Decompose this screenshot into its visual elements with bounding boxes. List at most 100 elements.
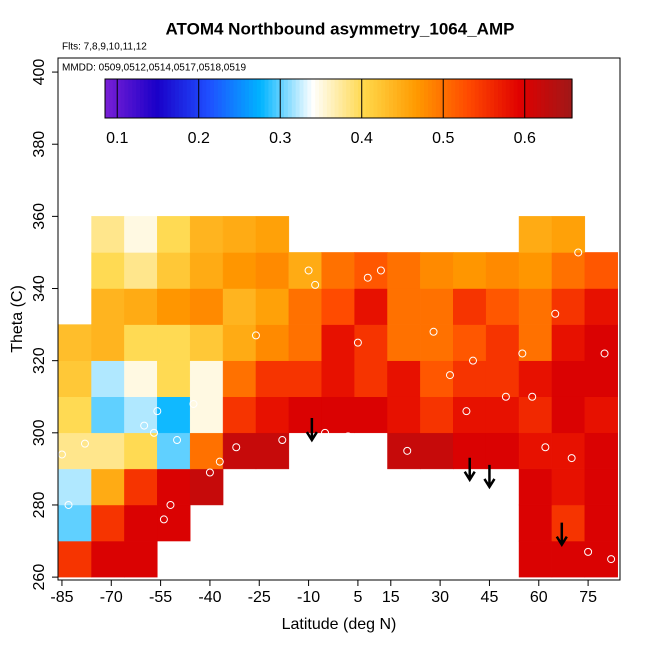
colorbar-slice [548, 79, 554, 118]
colorbar-slice [260, 79, 266, 118]
colorbar-slice [389, 79, 394, 118]
data-point [445, 371, 454, 380]
colorbar-slice [416, 79, 421, 118]
heat-cell [453, 288, 487, 325]
colorbar-slice [124, 79, 129, 118]
heat-cell [189, 360, 224, 397]
chart-title: ATOM4 Northbound asymmetry_1064_AMP [166, 19, 515, 38]
colorbar-slice [299, 79, 305, 118]
heat-cell [485, 324, 520, 361]
heat-cell [584, 432, 618, 470]
colorbar-tick-label: 0.4 [351, 130, 373, 147]
data-point [551, 309, 560, 318]
colorbar-slice [482, 79, 487, 118]
colorbar-slice [276, 79, 281, 118]
colorbar-slice [268, 79, 273, 118]
colorbar-slice [159, 79, 164, 118]
heat-cell [584, 540, 618, 578]
colorbar-slice [392, 79, 398, 118]
colorbar-slice [486, 79, 491, 118]
colorbar-slice [400, 79, 406, 118]
data-point [140, 421, 149, 430]
colorbar-slice [233, 79, 238, 118]
heat-cell [222, 288, 257, 325]
x-tick-label: -25 [248, 589, 271, 606]
heat-cell [255, 252, 290, 289]
data-point [518, 349, 527, 358]
heat-cell [255, 432, 290, 470]
data-point [528, 392, 537, 401]
heat-cell [157, 360, 191, 397]
heat-cell [91, 324, 125, 361]
y-tick-label: 260 [31, 564, 48, 591]
heat-cell [157, 396, 191, 434]
colorbar-slice [342, 79, 347, 118]
heat-cell [124, 288, 158, 325]
colorbar-slice [116, 79, 122, 118]
heat-cell [518, 288, 553, 325]
heat-cell [518, 504, 553, 542]
y-tick-label: 320 [31, 347, 48, 374]
heat-cell [222, 360, 257, 397]
data-point [501, 392, 510, 401]
x-tick-label: 45 [481, 589, 499, 606]
colorbar-slice [365, 79, 371, 118]
data-point [80, 439, 89, 448]
colorbar-slice [517, 79, 523, 118]
colorbar-slice [509, 79, 515, 118]
heat-cell [58, 504, 92, 542]
colorbar-slice [128, 79, 133, 118]
colorbar-slice [466, 79, 472, 118]
data-point [567, 454, 576, 463]
heat-cell [288, 324, 322, 361]
data-point [363, 273, 372, 282]
colorbar-slice [280, 79, 285, 118]
data-point [159, 515, 168, 524]
heat-cell [157, 288, 191, 325]
colorbar-slice [167, 79, 172, 118]
colorbar-slice [334, 79, 340, 118]
heat-cell [91, 504, 125, 542]
colorbar-slice [186, 79, 192, 118]
data-point [574, 248, 583, 257]
colorbar-slice [241, 79, 246, 118]
x-tick-label: 15 [382, 589, 400, 606]
heat-cell [91, 540, 125, 578]
data-point [153, 407, 162, 416]
heat-cell [387, 252, 421, 289]
colorbar-slice [175, 79, 180, 118]
colorbar-slice [151, 79, 157, 118]
heat-cell [551, 216, 586, 253]
colorbar-slice [319, 79, 324, 118]
heat-cell [321, 324, 355, 361]
plot-frame [57, 57, 621, 581]
y-tick-label: 400 [31, 59, 48, 86]
heat-cell [157, 324, 191, 361]
heat-cell [354, 252, 388, 289]
heat-cell [124, 324, 158, 361]
heat-cell [189, 396, 224, 434]
heat-cell [518, 216, 553, 253]
colorbar-slice [513, 79, 519, 118]
colorbar-tick-label: 0.1 [106, 130, 128, 147]
heat-cell [189, 468, 224, 506]
colorbar-slice [420, 79, 425, 118]
colorbar-slice [525, 79, 530, 118]
heat-cell [420, 432, 454, 470]
colorbar-slice [540, 79, 546, 118]
heat-cell [420, 360, 454, 397]
heat-cell [387, 360, 421, 397]
colorbar-slice [505, 79, 511, 118]
heat-cell [453, 360, 487, 397]
heat-cell [91, 216, 125, 253]
heat-cell [222, 216, 257, 253]
colorbar-slice [556, 79, 561, 118]
x-tick-label: -10 [297, 589, 320, 606]
colorbar-slice [303, 79, 308, 118]
heat-cell [124, 216, 158, 253]
heat-cell [255, 360, 290, 397]
colorbar-slice [229, 79, 235, 118]
colorbar-slice [132, 79, 137, 118]
colorbar-slice [237, 79, 242, 118]
